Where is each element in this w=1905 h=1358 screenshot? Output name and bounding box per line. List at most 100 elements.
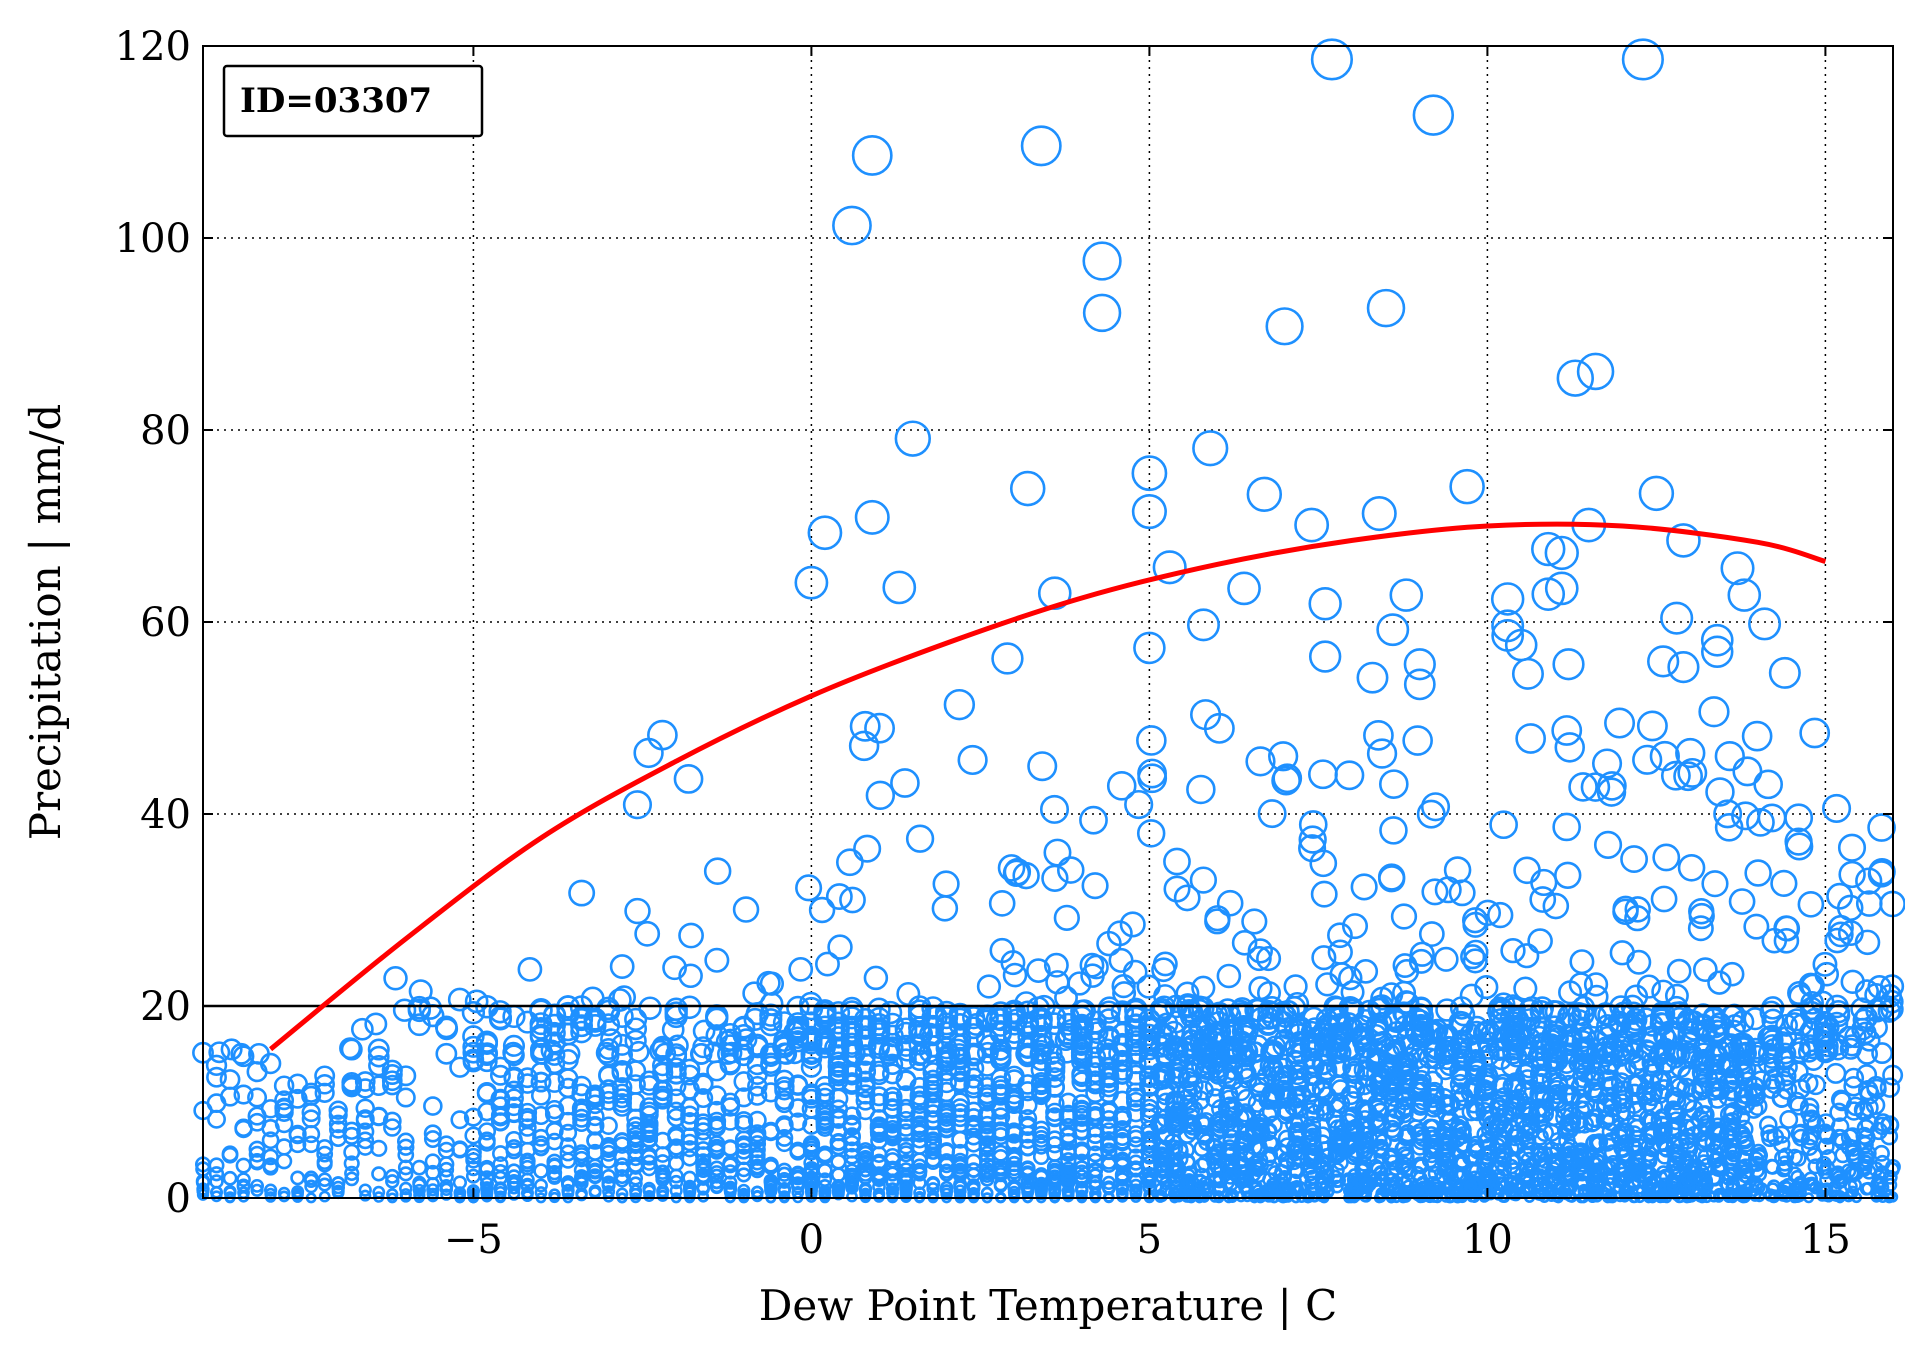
data-point xyxy=(208,1041,231,1064)
data-point xyxy=(734,1111,754,1130)
data-point xyxy=(1075,1189,1088,1202)
data-point xyxy=(502,1034,526,1057)
data-point xyxy=(669,1174,684,1190)
data-point xyxy=(855,1090,876,1111)
data-point xyxy=(749,1149,766,1166)
data-point-extreme xyxy=(1638,475,1675,512)
data-point xyxy=(1112,981,1137,1006)
data-point xyxy=(1004,1094,1025,1115)
data-point xyxy=(476,1050,498,1073)
data-point xyxy=(1799,717,1831,749)
data-point xyxy=(386,1188,399,1201)
data-point-extreme xyxy=(1748,607,1782,641)
data-point xyxy=(328,1105,348,1125)
data-point xyxy=(756,970,781,996)
data-point xyxy=(350,1017,374,1041)
data-point xyxy=(1106,920,1133,947)
data-point xyxy=(575,1189,588,1202)
data-point xyxy=(438,1161,455,1178)
data-point xyxy=(548,1188,561,1201)
data-point xyxy=(205,1054,228,1076)
data-point xyxy=(1026,958,1051,983)
data-point xyxy=(1114,1168,1130,1184)
data-point xyxy=(477,1122,497,1141)
data-point-extreme xyxy=(1265,307,1304,346)
data-point xyxy=(571,1083,592,1104)
data-point xyxy=(358,1183,372,1197)
data-point xyxy=(1163,847,1191,876)
data-point xyxy=(462,1025,485,1048)
data-point xyxy=(624,897,651,925)
data-point xyxy=(940,1184,954,1198)
data-point xyxy=(720,1111,740,1131)
data-points xyxy=(192,38,1905,1204)
data-point xyxy=(1115,1182,1130,1196)
data-point xyxy=(530,1085,552,1106)
data-point xyxy=(1784,803,1814,833)
data-point xyxy=(1390,903,1418,930)
data-point xyxy=(1350,873,1378,901)
data-point xyxy=(1014,991,1039,1015)
data-point xyxy=(668,1168,684,1184)
data-point-extreme xyxy=(1366,288,1406,328)
data-point xyxy=(854,1061,877,1083)
data-point xyxy=(1666,958,1692,984)
data-point xyxy=(597,1044,620,1067)
data-point xyxy=(886,1189,899,1202)
data-point xyxy=(317,1172,332,1187)
data-point-extreme xyxy=(1647,645,1680,678)
data-point xyxy=(678,922,704,949)
data-point xyxy=(1136,819,1166,848)
data-point xyxy=(842,1127,861,1146)
y-tick-label: 120 xyxy=(115,24,191,70)
data-point xyxy=(614,1172,630,1188)
data-point xyxy=(1527,928,1553,954)
data-point xyxy=(899,1182,913,1197)
data-point xyxy=(412,1175,427,1190)
data-point xyxy=(384,1168,400,1184)
data-point xyxy=(679,1097,700,1118)
data-point-extreme xyxy=(1133,631,1166,665)
data-point xyxy=(775,1043,798,1065)
data-point xyxy=(681,1150,698,1167)
data-point xyxy=(1418,921,1445,947)
data-point xyxy=(1012,861,1040,890)
data-point xyxy=(274,1090,295,1111)
data-point xyxy=(629,1184,643,1198)
data-point xyxy=(842,1117,862,1136)
data-point xyxy=(1046,1145,1064,1162)
data-point xyxy=(989,1049,1012,1071)
data-point xyxy=(1017,1095,1038,1116)
data-point xyxy=(643,1190,656,1202)
data-point xyxy=(396,1132,415,1151)
data-point xyxy=(533,1163,549,1179)
data-point xyxy=(732,1038,755,1061)
x-tick-label: −5 xyxy=(444,1217,503,1263)
data-point xyxy=(382,1111,402,1131)
data-point xyxy=(853,834,882,863)
data-point xyxy=(1096,1038,1119,1061)
data-point xyxy=(493,1181,508,1195)
data-point xyxy=(1515,723,1546,754)
data-point xyxy=(342,1121,361,1140)
data-point xyxy=(1150,998,1175,1022)
data-point xyxy=(488,1000,512,1024)
data-point xyxy=(777,1181,792,1196)
data-point xyxy=(1106,771,1137,801)
data-point xyxy=(480,1182,494,1197)
data-point xyxy=(597,1013,621,1037)
data-point xyxy=(543,1021,566,1045)
data-point xyxy=(601,1178,616,1193)
data-point xyxy=(1837,833,1867,862)
data-point xyxy=(395,1087,416,1108)
data-point xyxy=(1110,1000,1135,1024)
data-point-extreme xyxy=(1552,648,1585,681)
data-point xyxy=(392,998,417,1022)
data-point xyxy=(612,985,637,1010)
data-point xyxy=(462,1048,485,1071)
data-point xyxy=(1216,963,1242,989)
data-point xyxy=(895,1048,917,1071)
data-point xyxy=(611,1077,633,1098)
data-point xyxy=(1379,816,1408,845)
data-point xyxy=(991,1107,1011,1127)
